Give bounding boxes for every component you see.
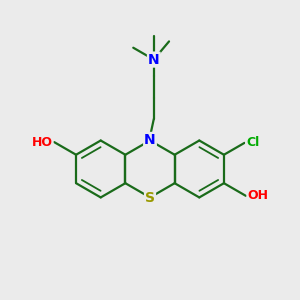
Text: N: N <box>144 133 156 147</box>
Text: N: N <box>148 52 160 67</box>
Text: S: S <box>145 191 155 205</box>
Text: HO: HO <box>32 136 52 148</box>
Text: OH: OH <box>248 189 268 202</box>
Text: Cl: Cl <box>246 136 259 149</box>
